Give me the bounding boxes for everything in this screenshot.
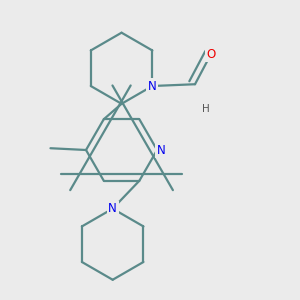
Text: N: N bbox=[157, 143, 166, 157]
Text: O: O bbox=[206, 47, 216, 61]
Text: N: N bbox=[108, 202, 117, 215]
Text: N: N bbox=[148, 80, 157, 92]
Text: H: H bbox=[202, 104, 209, 114]
